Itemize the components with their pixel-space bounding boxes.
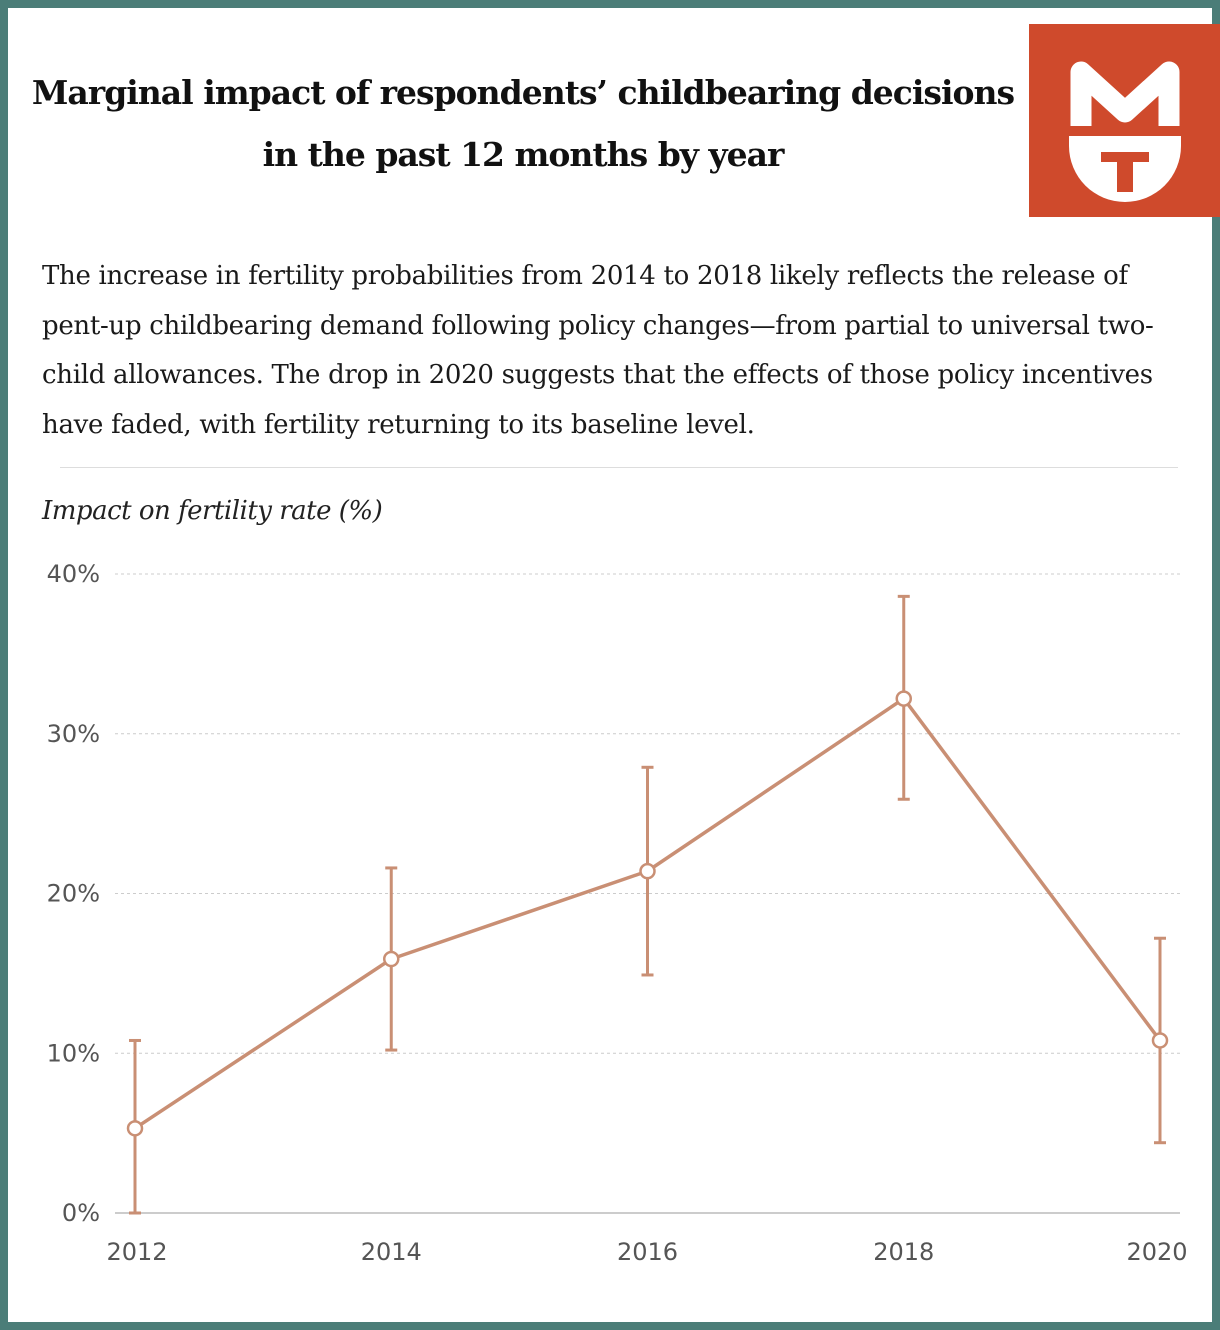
y-tick-label: 0% (62, 1199, 100, 1227)
data-point (1151, 1032, 1169, 1049)
x-tick-label: 2012 (106, 1238, 167, 1266)
y-tick-label: 10% (47, 1039, 100, 1067)
data-point (639, 862, 656, 880)
data-point (895, 690, 912, 707)
y-tick-label: 40% (47, 560, 100, 588)
y-tick-label: 20% (47, 880, 100, 908)
data-point (383, 950, 400, 968)
x-tick-label: 2020 (1126, 1238, 1187, 1266)
chart-description: The increase in fertility probabilities … (42, 261, 1154, 440)
data-point (126, 1120, 144, 1137)
divider (60, 467, 1178, 468)
x-tick-label: 2014 (361, 1238, 422, 1266)
chart-title: Marginal impact of respondents’ childbea… (18, 62, 1028, 186)
y-tick-label: 30% (47, 720, 100, 748)
y-axis-title: Impact on fertility rate (%) (42, 496, 383, 526)
mg-logo-icon (1029, 24, 1220, 217)
chart-title-line-2: in the past 12 months by year (262, 135, 785, 174)
x-tick-label: 2016 (617, 1238, 678, 1266)
x-tick-label: 2018 (873, 1238, 934, 1266)
chart-title-line-1: Marginal impact of respondents’ childbea… (31, 73, 1015, 112)
